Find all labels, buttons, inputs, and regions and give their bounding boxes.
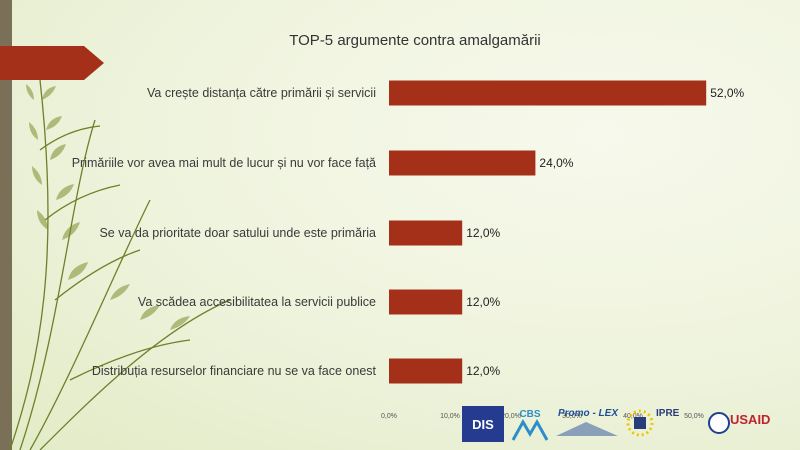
bar <box>389 80 707 106</box>
data-label: 12,0% <box>466 295 500 309</box>
promo-lex-logo-text: Promo - LEX <box>558 408 619 419</box>
x-tick-label: 10,0% <box>440 413 460 420</box>
data-label: 52,0% <box>710 86 744 100</box>
chart-title: TOP-5 argumente contra amalgamării <box>289 32 541 49</box>
dis-logo: DIS <box>462 406 504 442</box>
category-label: Va scădea accesibilitatea la servicii pu… <box>137 295 376 309</box>
title-arrow-tab <box>0 46 104 80</box>
fern-decoration <box>9 79 231 450</box>
bar <box>389 220 463 246</box>
promo-lex-logo: Promo - LEX <box>552 406 622 442</box>
x-tick-label: 30,0% <box>562 413 582 420</box>
bar <box>389 289 463 315</box>
category-label: Distribuția resurselor financiare nu se … <box>91 364 376 378</box>
usaid-logo-text: USAID <box>730 412 771 427</box>
bar <box>389 358 463 384</box>
data-label: 12,0% <box>466 364 500 378</box>
data-label: 24,0% <box>539 156 573 170</box>
x-tick-label: 20,0% <box>501 413 521 420</box>
cbs-logo: CBS <box>511 409 549 441</box>
bar <box>389 150 536 176</box>
x-tick-label: 0,0% <box>381 413 397 420</box>
x-tick-label: 40,0% <box>623 413 643 420</box>
cbs-logo-text: CBS <box>519 409 540 420</box>
dis-logo-text: DIS <box>472 416 494 432</box>
category-label: Va crește distanța către primării și ser… <box>146 86 376 100</box>
usaid-logo: USAID <box>708 406 784 442</box>
category-label: Primăriile vor avea mai mult de lucur și… <box>71 156 376 170</box>
x-tick-label: 50,0% <box>684 413 704 420</box>
ipre-logo-text: IPRE <box>656 408 680 419</box>
left-decorative-band <box>0 0 12 450</box>
category-label: Se va da prioritate doar satului unde es… <box>99 226 376 240</box>
ipre-logo: IPRE <box>626 406 706 442</box>
data-label: 12,0% <box>466 226 500 240</box>
